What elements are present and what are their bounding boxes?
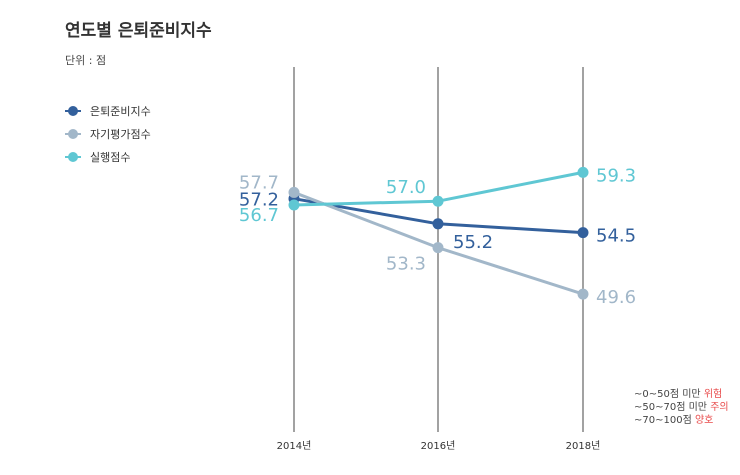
legend-label: 실행점수 [90,150,131,164]
data-point [432,195,444,207]
data-label: 57.2 [239,190,279,211]
data-point [432,242,444,254]
unit-label: 단위 : 점 [65,54,107,67]
data-point [577,227,589,239]
note-row: ~50~70점 미만 주의 [634,401,729,414]
data-label: 53.3 [386,254,426,275]
note-range: ~50~70점 미만 [634,402,707,413]
legend-swatch-self-assessment [65,128,81,140]
data-point [288,199,300,211]
data-label: 57.7 [239,172,279,193]
legend-item-execution-score: 실행점수 [65,145,151,168]
data-label: 49.6 [596,287,636,308]
note-tag-danger: 위험 [703,389,723,400]
x-tick-label: 2018년 [566,440,601,452]
data-point [577,288,589,300]
data-label: 55.2 [453,232,493,253]
data-label: 57.0 [386,177,426,198]
legend: 은퇴준비지수 자기평가점수 실행점수 [65,99,151,168]
note-tag-good: 양호 [694,415,714,426]
note-range: ~0~50점 미만 [634,389,701,400]
note-row: ~0~50점 미만 위험 [634,388,729,401]
x-tick-label: 2016년 [421,440,456,452]
legend-item-self-assessment: 자기평가점수 [65,122,151,145]
note-tag-caution: 주의 [710,402,729,413]
legend-label: 은퇴준비지수 [90,104,151,118]
data-label: 54.5 [596,226,636,247]
data-label: 59.3 [596,165,636,186]
legend-item-retirement-index: 은퇴준비지수 [65,99,151,122]
legend-swatch-execution-score [65,151,81,163]
x-tick-label: 2014년 [277,440,312,452]
data-label: 56.7 [239,205,279,226]
legend-label: 자기평가점수 [90,127,151,141]
data-point [288,186,300,198]
note-row: ~70~100점 양호 [634,414,729,427]
legend-swatch-retirement-index [65,105,81,117]
data-point [432,218,444,230]
score-range-note: ~0~50점 미만 위험 ~50~70점 미만 주의 ~70~100점 양호 [634,388,729,427]
note-range: ~70~100점 [634,415,692,426]
chart-title: 연도별 은퇴준비지수 [65,21,212,41]
data-point [577,166,589,178]
